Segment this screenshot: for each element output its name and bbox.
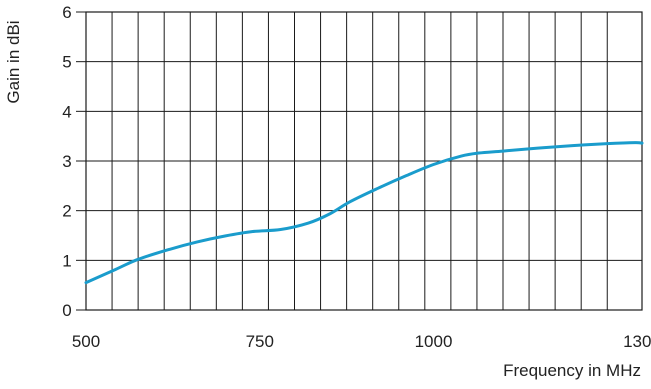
x-tick-labels: 500 750 1000 1300 [72, 332, 651, 351]
y-tick-label: 6 [62, 3, 71, 22]
x-tick-label: 1000 [415, 332, 453, 351]
y-tick-labels: 0 1 2 3 4 5 6 [62, 3, 71, 320]
y-tick-label: 4 [62, 102, 71, 121]
y-tick-label: 3 [62, 152, 71, 171]
gain-series-line [84, 141, 644, 285]
plot-frame [85, 11, 643, 311]
x-axis-label: Frequency in MHz [503, 361, 641, 380]
y-tick-label: 2 [62, 202, 71, 221]
y-tick-label: 0 [62, 301, 71, 320]
y-tick-label: 5 [62, 53, 71, 72]
grid-lines [76, 11, 642, 311]
y-tick-label: 1 [62, 251, 71, 270]
series-layer [84, 141, 644, 285]
y-axis-label: Gain in dBi [4, 20, 23, 103]
x-tick-label: 500 [72, 332, 100, 351]
x-tick-label: 1300 [623, 332, 651, 351]
x-tick-label: 750 [246, 332, 274, 351]
